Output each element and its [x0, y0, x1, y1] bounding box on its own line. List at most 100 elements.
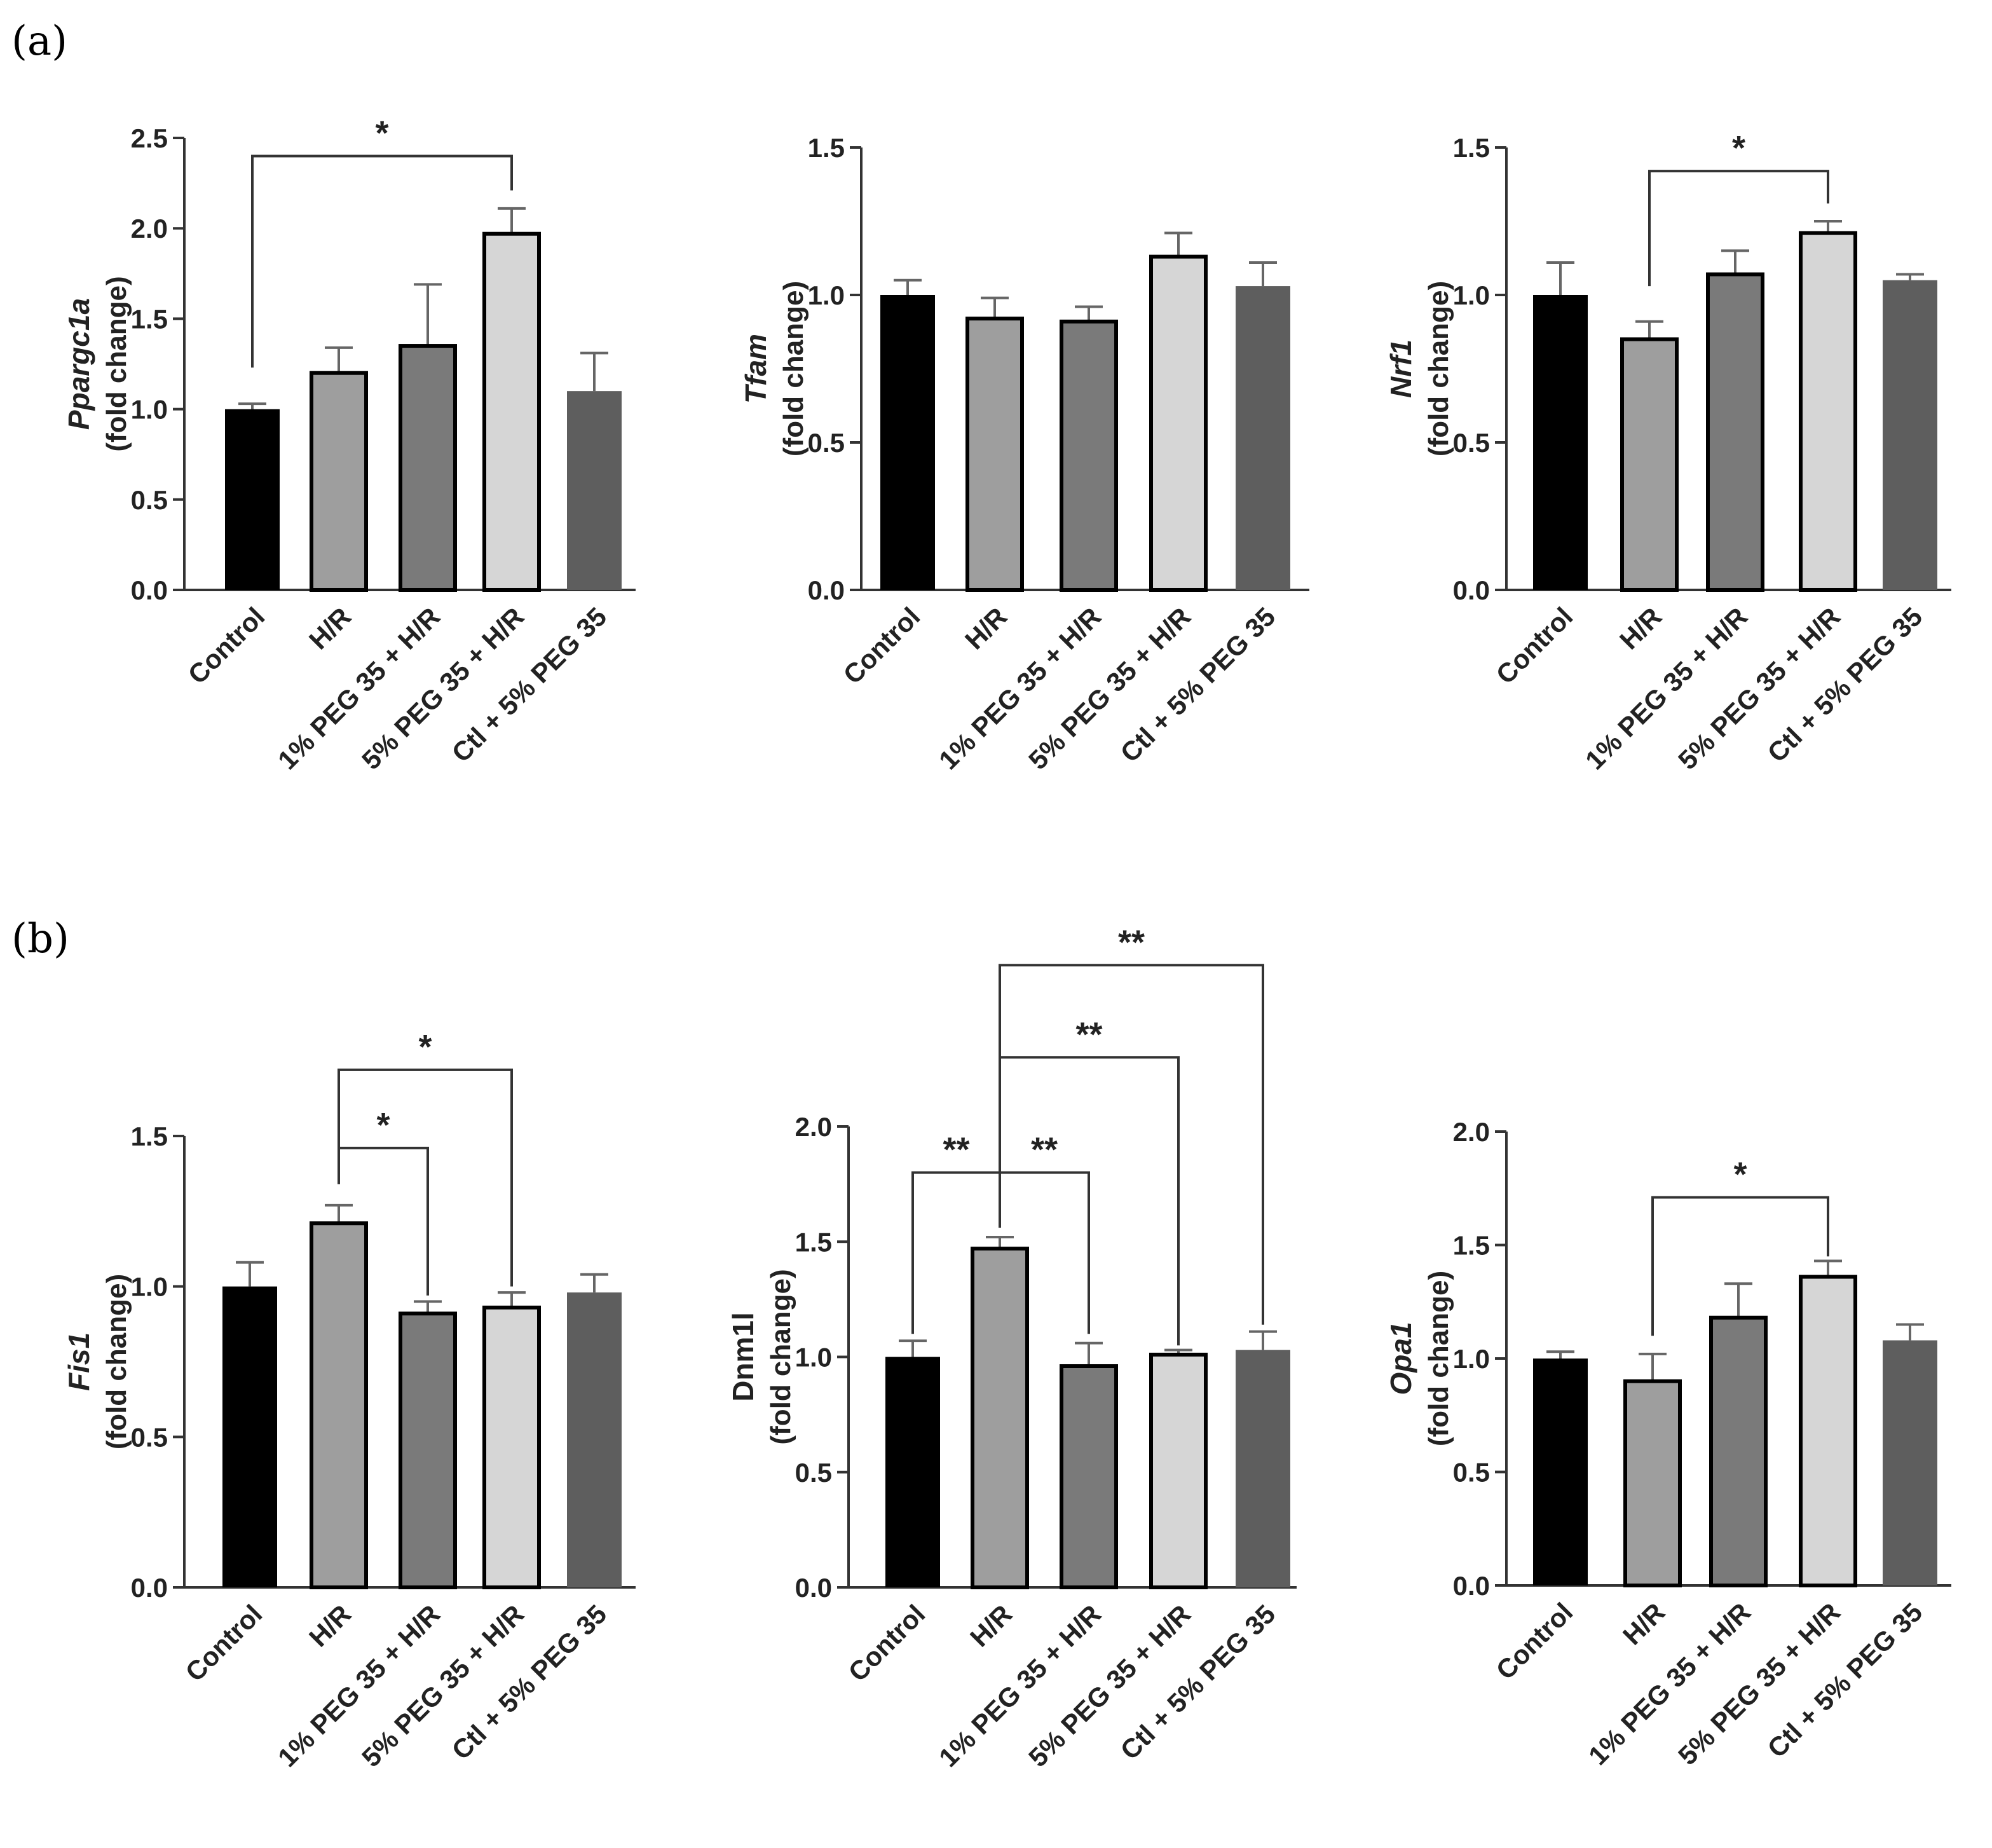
- bar: [567, 1292, 622, 1587]
- chart-nrf1: 0.0 0.5 1.0 1.5 Nrf1 (fold change) Control H/R1…: [1384, 129, 1951, 776]
- y-tick-label: 1.5: [131, 304, 168, 334]
- bar: [1706, 272, 1764, 592]
- x-tick-label: Control: [180, 1599, 268, 1687]
- x-tick-label: Ctl + 5% PEG 35: [1115, 1599, 1281, 1765]
- bar: [222, 1286, 277, 1587]
- bar: [965, 317, 1024, 592]
- y-tick-label: 1.5: [795, 1227, 832, 1257]
- bar: [225, 409, 280, 590]
- bar: [1799, 231, 1857, 592]
- y-tick-label: 0.0: [1453, 575, 1490, 605]
- y-tick-label: 1.0: [131, 395, 168, 425]
- x-tick-label: H/R: [1614, 601, 1667, 655]
- x-tick-label: H/R: [1617, 1597, 1670, 1650]
- significance-label: *: [375, 114, 388, 152]
- y-axis-gene-label: Tfam: [739, 334, 772, 404]
- x-tick-label: Ctl + 5% PEG 35: [1115, 601, 1281, 768]
- bar: [1149, 1352, 1208, 1589]
- bar: [1149, 254, 1208, 592]
- significance-bracket: [999, 964, 1264, 1325]
- y-tick-label: 1.5: [1453, 133, 1490, 163]
- panel-label-a: (a): [11, 18, 68, 65]
- y-tick-label: 2.5: [131, 123, 168, 153]
- significance-label: *: [418, 1028, 432, 1066]
- x-tick-label: Control: [1491, 1597, 1579, 1685]
- y-axis-unit-label: (fold change): [778, 281, 809, 456]
- significance-bracket: [251, 154, 513, 368]
- y-tick-label: 0.0: [1453, 1571, 1490, 1601]
- significance-label: **: [1031, 1131, 1058, 1169]
- x-tick-label: H/R: [303, 1599, 357, 1652]
- y-tick-label: 1.5: [131, 1121, 168, 1151]
- bar: [399, 1311, 457, 1589]
- bar: [1533, 1359, 1588, 1585]
- chart-dnm1l: 0.0 0.5 1.0 1.5 2.0 Dnm1l (fold change) Control…: [727, 923, 1297, 1773]
- bar: [885, 1357, 940, 1587]
- bar: [1060, 319, 1118, 592]
- y-tick-label: 0.5: [131, 485, 168, 515]
- x-tick-label: 1% PEG 35 + H/R: [272, 1599, 446, 1772]
- bar: [1236, 286, 1290, 590]
- bar: [1883, 1340, 1937, 1585]
- y-tick-label: 0.0: [131, 575, 168, 605]
- bar: [482, 231, 541, 592]
- y-axis-gene-label: Opa1: [1384, 1322, 1417, 1395]
- y-tick-label: 0.5: [1453, 428, 1490, 458]
- y-tick-label: 1.5: [808, 133, 845, 163]
- bar: [1060, 1364, 1118, 1589]
- bar: [880, 295, 935, 590]
- chart-fis1: 0.0 0.5 1.0 1.5 Fis1 (fold change) Control H/R1…: [62, 1028, 636, 1773]
- significance-label: *: [1732, 129, 1745, 167]
- y-axis-unit-label: (fold change): [101, 1274, 132, 1449]
- x-tick-label: H/R: [959, 601, 1013, 655]
- significance-label: **: [943, 1131, 969, 1169]
- bar: [1620, 337, 1679, 592]
- x-tick-label: Control: [843, 1599, 931, 1687]
- bar: [1533, 295, 1588, 590]
- chart-opa1: 0.0 0.5 1.0 1.5 2.0 Opa1 (fold change) Control H…: [1384, 1117, 1951, 1771]
- bar: [567, 391, 622, 590]
- y-tick-label: 0.0: [131, 1573, 168, 1603]
- y-tick-label: 1.0: [795, 1343, 832, 1372]
- y-tick-label: 1.0: [1453, 280, 1490, 310]
- x-tick-label: 5% PEG 35 + H/R: [1023, 1599, 1196, 1772]
- y-axis-unit-label: (fold change): [101, 276, 132, 451]
- y-axis-unit-label: (fold change): [765, 1269, 796, 1444]
- bar: [971, 1247, 1029, 1589]
- x-tick-label: Ctl + 5% PEG 35: [446, 601, 613, 768]
- x-tick-label: H/R: [964, 1599, 1018, 1652]
- bar: [310, 1221, 368, 1590]
- x-tick-label: 1% PEG 35 + H/R: [1579, 601, 1753, 775]
- chart-ppargc1a: 0.0 0.5 1.0 1.5 2.0 2.5 Ppargc1a (fold change) C…: [62, 114, 636, 776]
- y-tick-label: 2.0: [131, 214, 168, 243]
- y-axis-unit-label: (fold change): [1423, 281, 1454, 456]
- y-tick-label: 1.0: [1453, 1344, 1490, 1374]
- significance-label: **: [1075, 1015, 1102, 1053]
- y-axis-unit-label: (fold change): [1423, 1271, 1454, 1446]
- y-tick-label: 2.0: [795, 1112, 832, 1142]
- x-tick-label: 5% PEG 35 + H/R: [1023, 601, 1196, 775]
- bar: [1709, 1315, 1768, 1587]
- significance-bracket: [338, 1068, 513, 1287]
- significance-label: *: [1733, 1156, 1747, 1194]
- y-tick-label: 0.0: [808, 575, 845, 605]
- y-tick-label: 1.5: [1453, 1231, 1490, 1261]
- bar: [399, 344, 457, 592]
- bar: [1799, 1275, 1857, 1587]
- bar: [1623, 1379, 1682, 1587]
- significance-label: *: [376, 1106, 390, 1144]
- panel-label-b: (b): [11, 915, 69, 962]
- x-tick-label: 1% PEG 35 + H/R: [933, 1599, 1107, 1772]
- x-tick-label: 1% PEG 35 + H/R: [933, 601, 1107, 775]
- bar: [1883, 280, 1937, 590]
- x-tick-label: Control: [182, 601, 271, 690]
- bar: [482, 1305, 541, 1590]
- y-tick-label: 0.5: [131, 1422, 168, 1452]
- chart-tfam: 0.0 0.5 1.0 1.5 Tfam (fold change) Control H/R1…: [739, 133, 1309, 776]
- bar: [1236, 1350, 1290, 1587]
- x-tick-label: 1% PEG 35 + H/R: [1583, 1597, 1756, 1770]
- y-tick-label: 2.0: [1453, 1117, 1490, 1147]
- y-axis-gene-label: Fis1: [62, 1332, 95, 1391]
- x-tick-label: 1% PEG 35 + H/R: [272, 601, 446, 775]
